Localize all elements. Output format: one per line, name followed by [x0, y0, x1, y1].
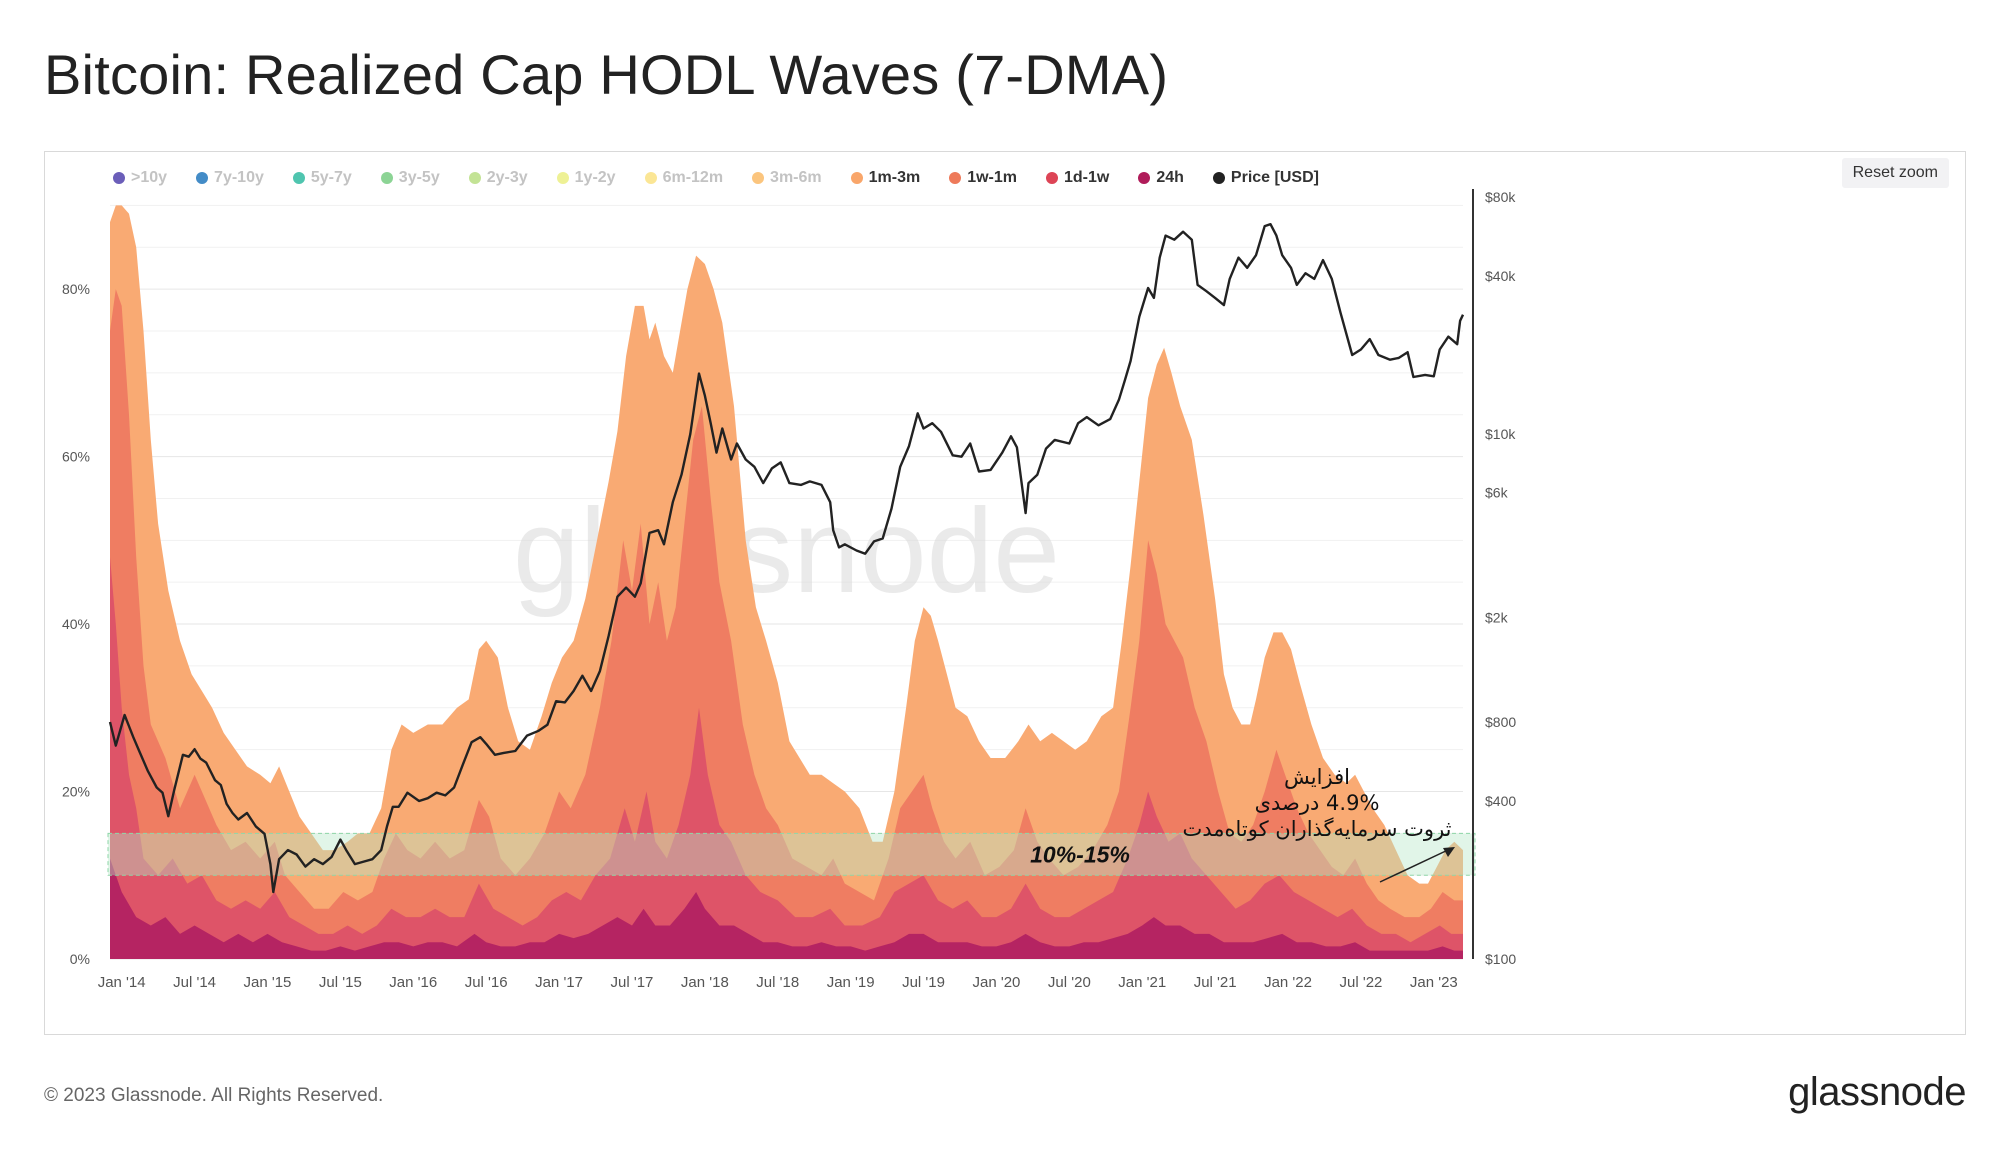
area-series-3 — [110, 858, 1463, 959]
legend-label: 6m-12m — [662, 169, 724, 186]
legend-item-6m-12m[interactable]: 6m-12m — [644, 169, 724, 187]
x-tick-label: Jan '22 — [1264, 974, 1312, 991]
y-right-tick-label: $10k — [1485, 426, 1516, 442]
legend-item-1w-1m[interactable]: 1w-1m — [949, 169, 1017, 187]
y-right-tick-label: $6k — [1485, 484, 1509, 500]
copyright-text: © 2023 Glassnode. All Rights Reserved. — [44, 1085, 384, 1106]
x-tick-label: Jan '19 — [827, 974, 875, 991]
legend-dot — [380, 172, 393, 184]
legend-label: Price [USD] — [1230, 169, 1319, 186]
legend-item-1m-3m[interactable]: 1m-3m — [850, 169, 921, 187]
area-series-1 — [110, 289, 1463, 960]
highlight-band — [107, 832, 1476, 876]
hodl-waves-chart[interactable]: glassnode10%-15%0%20%40%60%80%$100$400$8… — [45, 152, 1965, 1034]
glassnode-logo: glassnode — [1788, 1070, 1966, 1114]
legend-item-7y-10y[interactable]: 7y-10y — [196, 169, 264, 187]
legend-dot — [1138, 172, 1151, 184]
legend-item-3y-5y[interactable]: 3y-5y — [380, 169, 440, 187]
legend-dot — [1212, 172, 1225, 184]
y-right-tick-label: $800 — [1485, 714, 1516, 730]
chart-legend: >10y 7y-10y 5y-7y 3y-5y 2y-3y 1y-2y 6m-12m 3m-6… — [113, 169, 1348, 187]
annotation-arrow-line — [1379, 848, 1451, 883]
legend-item-1d-1w[interactable]: 1d-1w — [1046, 169, 1109, 187]
legend-label: 1y-2y — [574, 169, 616, 186]
x-tick-label: Jan '14 — [98, 974, 146, 991]
x-tick-label: Jan '17 — [535, 974, 583, 991]
legend-dot — [752, 172, 765, 184]
annotation-text-line1: افزایش — [1284, 765, 1350, 789]
legend-label: 1m-3m — [868, 169, 921, 186]
legend-label: 1w-1m — [967, 169, 1017, 186]
area-series-2 — [110, 557, 1463, 959]
x-tick-label: Jan '15 — [244, 974, 292, 991]
legend-dot — [196, 172, 209, 184]
band-label: 10%-15% — [1030, 841, 1130, 867]
y-left-tick-label: 40% — [62, 616, 90, 632]
legend-label: 2y-3y — [486, 169, 528, 186]
legend-label: 3m-6m — [770, 169, 822, 186]
legend-item-5y-7y[interactable]: 5y-7y — [292, 169, 352, 187]
y-right-tick-label: $80k — [1485, 189, 1516, 205]
x-tick-label: Jul '17 — [611, 974, 654, 991]
annotation-arrow-head — [1443, 847, 1455, 857]
x-tick-label: Jan '23 — [1410, 974, 1458, 991]
x-tick-label: Jan '21 — [1118, 974, 1166, 991]
legend-dot — [468, 172, 481, 184]
legend-item-2y-3y[interactable]: 2y-3y — [468, 169, 528, 187]
x-tick-label: Jul '14 — [173, 974, 216, 991]
legend-label: 1d-1w — [1064, 169, 1110, 186]
legend-dot — [556, 172, 569, 184]
x-tick-label: Jul '16 — [465, 974, 508, 991]
x-tick-label: Jul '22 — [1339, 974, 1382, 991]
legend-item-price-usd[interactable]: Price [USD] — [1212, 169, 1319, 187]
y-left-tick-label: 0% — [70, 951, 90, 967]
x-tick-label: Jul '19 — [902, 974, 945, 991]
x-tick-label: Jul '18 — [756, 974, 799, 991]
annotation-text-line3: ثروت سرمایه‌گذاران کوتاه‌مدت — [1182, 817, 1451, 841]
y-left-tick-label: 60% — [62, 449, 90, 465]
y-left-tick-label: 80% — [62, 281, 90, 297]
legend-dot — [1046, 172, 1058, 184]
legend-label: 5y-7y — [310, 169, 352, 186]
reset-zoom-button[interactable]: Reset zoom — [1841, 158, 1949, 188]
x-tick-label: Jan '16 — [389, 974, 437, 991]
legend-item-24h[interactable]: 24h — [1138, 169, 1184, 187]
y-right-tick-label: $400 — [1485, 793, 1516, 809]
legend-dot — [113, 172, 125, 184]
page-title: Bitcoin: Realized Cap HODL Waves (7-DMA) — [44, 43, 1169, 106]
x-tick-label: Jul '21 — [1194, 974, 1237, 991]
y-right-tick-label: $40k — [1485, 268, 1516, 284]
legend-label: 24h — [1156, 169, 1184, 186]
legend-label: >10y — [131, 169, 168, 186]
y-right-tick-label: $2k — [1485, 610, 1509, 626]
x-tick-label: Jan '20 — [972, 974, 1020, 991]
annotation-text-line2: 4.9% درصدی — [1255, 791, 1380, 815]
x-tick-label: Jul '20 — [1048, 974, 1091, 991]
chart-frame: >10y 7y-10y 5y-7y 3y-5y 2y-3y 1y-2y 6m-12m 3m-6… — [44, 151, 1966, 1035]
legend-dot — [644, 172, 657, 184]
x-tick-label: Jul '15 — [319, 974, 362, 991]
legend-dot — [850, 172, 863, 184]
y-left-tick-label: 20% — [62, 784, 90, 800]
legend-item-3m-6m[interactable]: 3m-6m — [752, 169, 822, 187]
legend-dot — [292, 172, 305, 184]
legend-item-10y[interactable]: >10y — [113, 169, 167, 187]
y-right-tick-label: $100 — [1485, 951, 1516, 967]
x-tick-label: Jan '18 — [681, 974, 729, 991]
legend-label: 3y-5y — [398, 169, 440, 186]
price-line — [108, 223, 1465, 894]
legend-label: 7y-10y — [214, 169, 264, 186]
legend-item-1y-2y[interactable]: 1y-2y — [556, 169, 616, 187]
legend-dot — [949, 172, 962, 184]
